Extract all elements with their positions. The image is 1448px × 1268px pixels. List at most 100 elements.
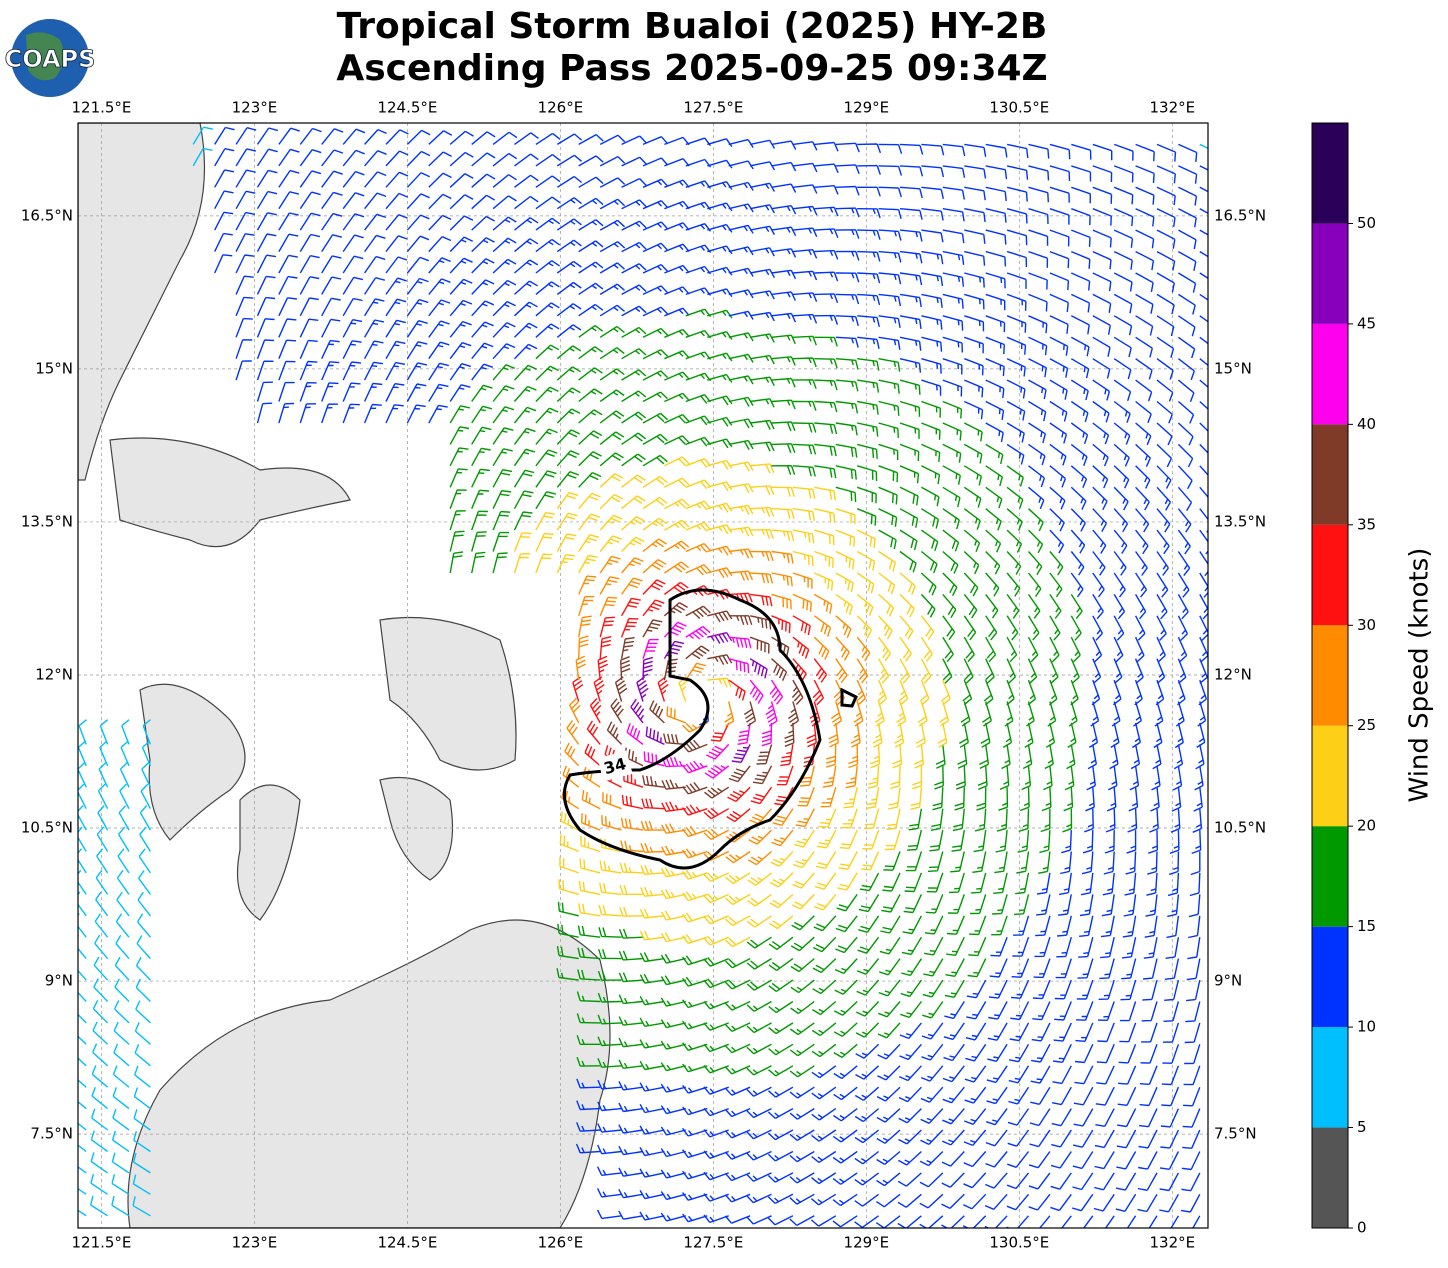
wind-barb [726, 808, 751, 823]
wind-barb [137, 891, 151, 917]
wind-barb [749, 354, 775, 365]
wind-barb [854, 1086, 880, 1101]
wind-barb [876, 1150, 901, 1165]
wind-barb [471, 447, 491, 467]
wind-barb [1195, 744, 1205, 770]
wind-barb [832, 1193, 858, 1207]
wind-barb [926, 872, 944, 893]
wind-barb [800, 765, 815, 787]
wind-barb [964, 358, 984, 376]
wind-barb [789, 1108, 815, 1120]
wind-barb [963, 422, 983, 442]
wind-barb [642, 200, 669, 210]
wind-barb [899, 443, 920, 462]
wind-barb [1156, 165, 1176, 184]
wind-barb [92, 1021, 109, 1045]
wind-barb [1178, 165, 1198, 184]
wind-barb [1081, 851, 1094, 875]
wind-barb [492, 300, 516, 317]
wind-barb [406, 383, 427, 402]
wind-barb [78, 1013, 87, 1024]
wind-barb [963, 443, 983, 464]
wind-barb [1032, 1001, 1051, 1021]
wind-barb [630, 698, 645, 724]
wind-barb [946, 936, 965, 956]
wind-barb [1188, 915, 1201, 939]
wind-barb [724, 1150, 751, 1160]
wind-barb [1119, 1022, 1137, 1043]
wind-barb [919, 1172, 944, 1188]
wind-barb [1006, 508, 1023, 531]
wind-barb [78, 991, 87, 1002]
wind-barb [1126, 830, 1137, 854]
wind-barb [578, 197, 604, 210]
wind-barb [986, 1086, 1008, 1105]
wind-barb [1028, 1172, 1051, 1190]
wind-barb [789, 1043, 815, 1057]
wind-barb [985, 400, 1005, 421]
wind-barb [1061, 830, 1072, 854]
wind-barb [1068, 701, 1078, 727]
wind-barb [1072, 1151, 1094, 1170]
wind-barb [899, 143, 924, 155]
wind-barb [921, 143, 945, 156]
wind-barb [621, 515, 646, 531]
wind-barb [364, 213, 387, 231]
wind-barb [140, 783, 152, 810]
wind-barb [985, 465, 1003, 487]
wind-barb [833, 1065, 858, 1080]
wind-barb [750, 398, 775, 408]
wind-barb [1135, 529, 1149, 555]
wind-barb [78, 719, 87, 745]
wind-barb [97, 783, 109, 810]
wind-barb [342, 297, 363, 317]
wind-barb [599, 555, 621, 574]
wind-barb [857, 293, 881, 306]
wind-barb [1156, 250, 1176, 271]
wind-barb [985, 293, 1006, 311]
wind-barb [941, 1215, 965, 1228]
wind-barb [857, 143, 882, 154]
wind-barb [886, 808, 901, 830]
wind-barb [1027, 636, 1039, 663]
wind-barb [942, 550, 959, 574]
wind-barb [728, 504, 754, 515]
wind-barb [814, 185, 839, 195]
wind-barb [969, 915, 987, 936]
wind-barb [681, 739, 708, 753]
wind-barb [235, 275, 254, 295]
wind-barb [1151, 765, 1161, 791]
wind-barb [1006, 529, 1023, 553]
wind-barb [905, 851, 923, 872]
wind-barb [1028, 186, 1049, 203]
wind-barb [920, 529, 939, 552]
wind-barb [899, 422, 920, 439]
wind-barb [556, 366, 581, 381]
wind-barb [1197, 701, 1207, 727]
wind-barb [685, 662, 707, 681]
wind-barb [660, 867, 686, 878]
wind-barb [1092, 400, 1110, 423]
wind-barb [192, 126, 213, 145]
wind-barb [1192, 808, 1203, 833]
wind-barb [471, 551, 486, 574]
wind-barb [492, 385, 515, 402]
wind-barb [642, 178, 669, 188]
wind-barb [790, 958, 815, 973]
wind-barb [942, 1086, 965, 1104]
wind-barb [1028, 422, 1046, 444]
wind-barb [921, 400, 941, 418]
wind-barb [749, 290, 775, 300]
wind-barb [749, 615, 772, 630]
wind-barb [299, 127, 322, 145]
wind-barb [235, 296, 254, 317]
wind-barb [724, 1107, 751, 1118]
wind-barb [856, 465, 878, 482]
wind-barb [985, 508, 1002, 531]
wind-barb [620, 817, 644, 831]
wind-barb [1049, 529, 1065, 554]
wind-barb [572, 676, 584, 702]
wind-barb [941, 1172, 965, 1188]
wind-barb [878, 572, 896, 595]
wind-barb [1022, 744, 1033, 770]
